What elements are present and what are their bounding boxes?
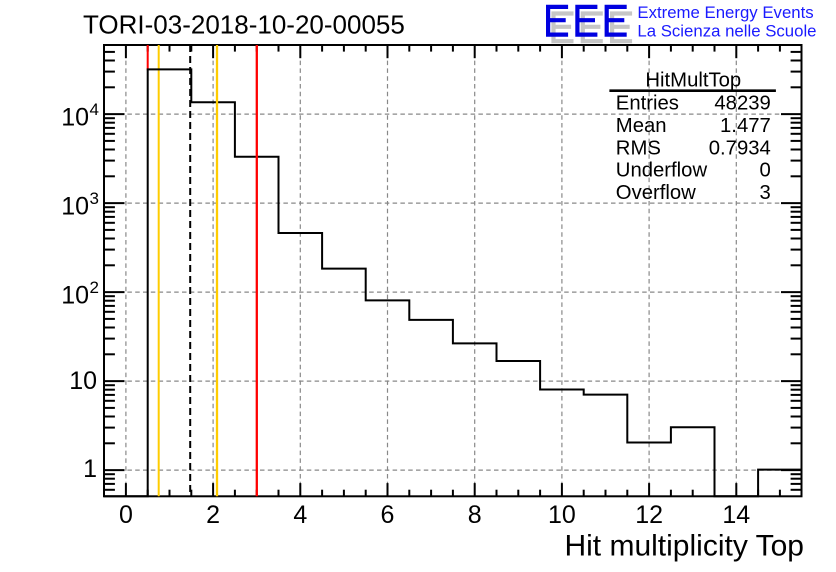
svg-text:RMS: RMS [616, 137, 661, 159]
svg-text:48239: 48239 [714, 93, 770, 115]
svg-text:10: 10 [548, 501, 576, 529]
svg-text:14: 14 [722, 501, 750, 529]
svg-text:10: 10 [69, 367, 97, 395]
svg-text:Underflow: Underflow [616, 160, 708, 182]
svg-text:4: 4 [90, 100, 99, 119]
svg-text:HitMultTop: HitMultTop [645, 70, 741, 92]
svg-text:0.7934: 0.7934 [709, 137, 771, 159]
svg-text:6: 6 [381, 501, 395, 529]
svg-text:1.477: 1.477 [720, 115, 771, 137]
svg-text:2: 2 [206, 501, 220, 529]
svg-text:La Scienza nelle Scuole: La Scienza nelle Scuole [637, 21, 816, 40]
svg-text:1: 1 [83, 455, 97, 483]
svg-text:10: 10 [61, 104, 89, 132]
svg-text:10: 10 [61, 282, 89, 310]
svg-text:Extreme Energy Events: Extreme Energy Events [637, 3, 813, 22]
svg-text:3: 3 [90, 189, 99, 208]
svg-text:TORI-03-2018-10-20-00055: TORI-03-2018-10-20-00055 [83, 10, 405, 40]
svg-text:8: 8 [468, 501, 482, 529]
svg-text:0: 0 [119, 501, 133, 529]
svg-text:Overflow: Overflow [616, 182, 696, 204]
svg-text:4: 4 [293, 501, 307, 529]
svg-text:3: 3 [760, 182, 771, 204]
svg-text:Entries: Entries [616, 93, 679, 115]
svg-text:10: 10 [61, 193, 89, 221]
svg-text:12: 12 [635, 501, 663, 529]
svg-text:2: 2 [90, 278, 99, 297]
svg-text:0: 0 [760, 160, 771, 182]
svg-text:Hit multiplicity Top: Hit multiplicity Top [564, 529, 804, 562]
svg-text:Mean: Mean [616, 115, 667, 137]
